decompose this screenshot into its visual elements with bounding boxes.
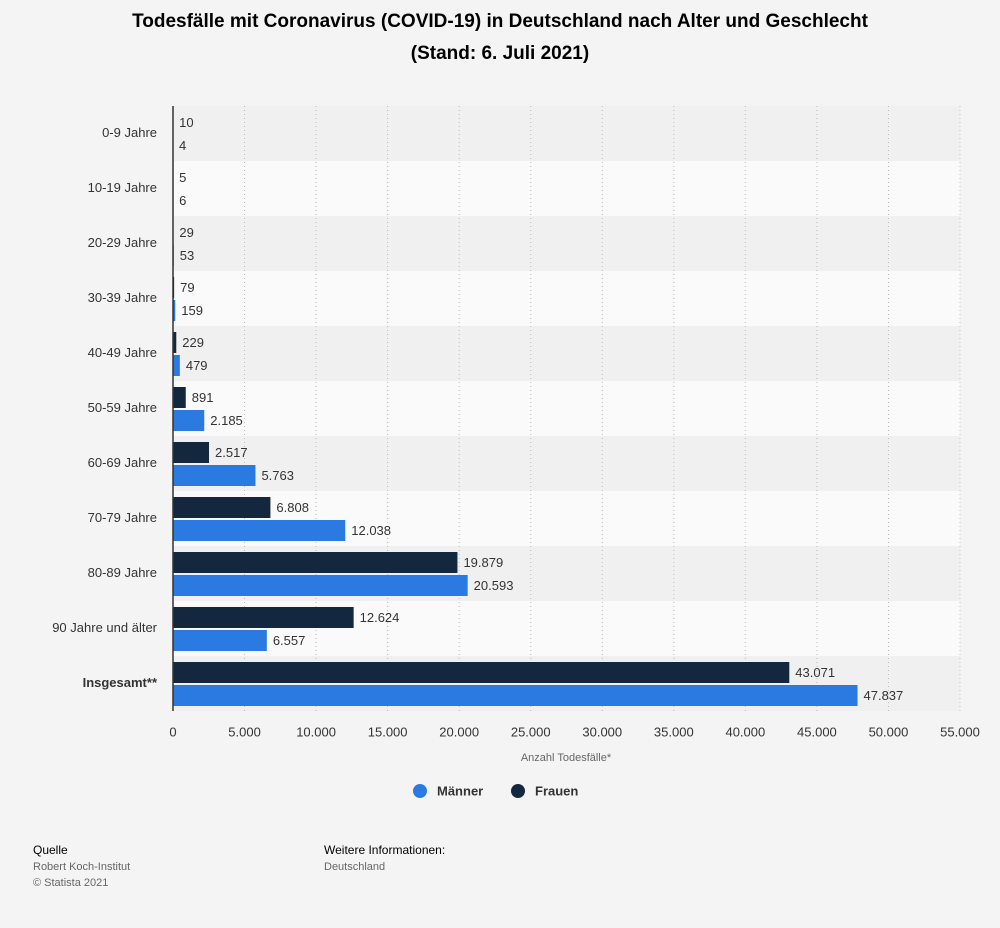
x-tick-label: 50.000 [869,724,909,739]
x-tick-label: 5.000 [228,724,261,739]
y-tick-label: 20-29 Jahre [88,235,157,250]
y-tick-label: Insgesamt** [83,675,158,690]
row-stripe [173,161,960,216]
bar [173,387,186,408]
bar [173,520,346,541]
value-label: 6 [179,193,186,208]
value-label: 53 [180,248,194,263]
x-tick-label: 40.000 [725,724,765,739]
y-tick-label: 0-9 Jahre [102,125,157,140]
y-tick-label: 30-39 Jahre [88,290,157,305]
y-tick-label: 50-59 Jahre [88,400,157,415]
bar [173,630,267,651]
row-stripe [173,216,960,271]
bar [173,607,354,628]
x-axis-label: Anzahl Todesfälle* [521,752,612,764]
x-tick-label: 10.000 [296,724,336,739]
value-label: 2.185 [210,413,243,428]
info-heading: Weitere Informationen: [324,843,445,857]
row-stripe [173,326,960,381]
value-label: 6.808 [276,500,309,515]
value-label: 6.557 [273,633,306,648]
value-label: 479 [186,358,208,373]
value-label: 229 [182,335,204,350]
chart-subtitle: (Stand: 6. Juli 2021) [411,43,589,64]
value-label: 5.763 [261,468,294,483]
legend-marker [511,784,525,798]
value-label: 12.624 [360,610,400,625]
legend-marker [413,784,427,798]
bar [173,300,176,321]
value-label: 159 [181,303,203,318]
x-tick-label: 25.000 [511,724,551,739]
y-tick-label: 40-49 Jahre [88,345,157,360]
y-tick-label: 80-89 Jahre [88,565,157,580]
legend-label: Männer [437,783,483,798]
bar [173,355,180,376]
row-stripe [173,271,960,326]
y-tick-label: 10-19 Jahre [88,180,157,195]
y-tick-label: 60-69 Jahre [88,455,157,470]
value-label: 891 [192,390,214,405]
value-label: 19.879 [463,555,503,570]
x-tick-label: 0 [169,724,176,739]
y-tick-label: 70-79 Jahre [88,510,157,525]
bar [173,410,205,431]
value-label: 29 [179,225,193,240]
value-label: 79 [180,280,194,295]
bar [173,442,210,463]
bar [173,497,271,518]
bar [173,662,790,683]
x-tick-label: 35.000 [654,724,694,739]
value-label: 5 [179,170,186,185]
row-stripe [173,436,960,491]
info-text: Deutschland [324,861,385,873]
source-heading: Quelle [33,843,68,857]
legend-label: Frauen [535,783,578,798]
bar [173,575,468,596]
value-label: 47.837 [864,688,904,703]
row-stripe [173,106,960,161]
x-tick-label: 45.000 [797,724,837,739]
value-label: 4 [179,138,186,153]
chart-title: Todesfälle mit Coronavirus (COVID-19) in… [132,11,869,32]
x-tick-label: 20.000 [439,724,479,739]
value-label: 20.593 [474,578,514,593]
bar [173,465,256,486]
value-label: 10 [179,115,193,130]
source-line: Robert Koch-Institut [33,861,130,873]
y-tick-label: 90 Jahre und älter [52,620,157,635]
source-line: © Statista 2021 [33,877,108,889]
x-tick-label: 55.000 [940,724,980,739]
bar [173,552,458,573]
value-label: 12.038 [351,523,391,538]
x-tick-label: 15.000 [368,724,408,739]
bar [173,332,177,353]
row-stripe [173,381,960,436]
value-label: 43.071 [795,665,835,680]
value-label: 2.517 [215,445,248,460]
bar [173,685,858,706]
x-tick-label: 30.000 [582,724,622,739]
